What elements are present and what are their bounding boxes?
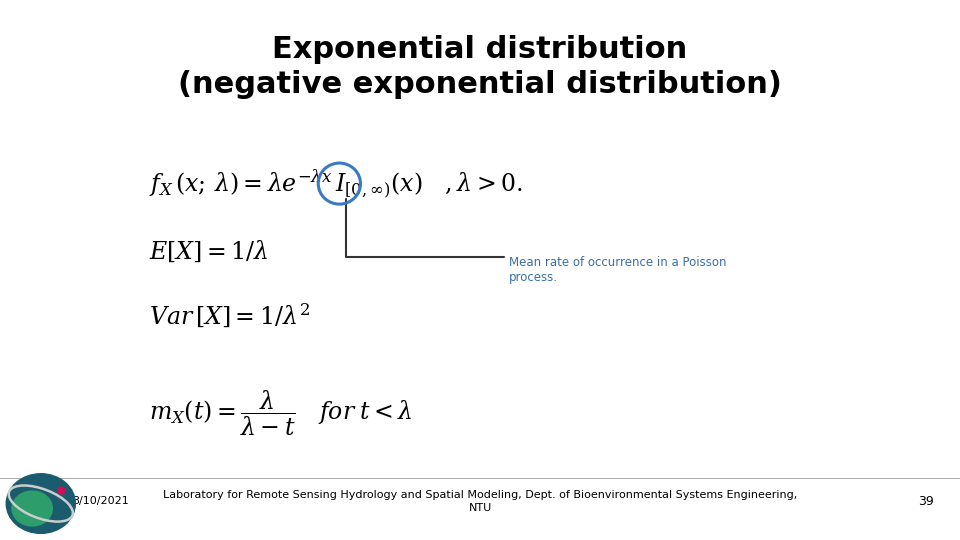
Text: $f_X\,(x;\,\lambda) = \lambda e^{-\lambda x}\,I_{[0,\infty)}(x)\quad,\lambda>0.$: $f_X\,(x;\,\lambda) = \lambda e^{-\lambd… xyxy=(149,167,523,200)
Circle shape xyxy=(6,474,75,534)
Text: 3/10/2021: 3/10/2021 xyxy=(72,496,130,506)
Circle shape xyxy=(12,491,52,526)
Text: Mean rate of occurrence in a Poisson
process.: Mean rate of occurrence in a Poisson pro… xyxy=(509,256,727,285)
Text: $E[X] = 1/\lambda$: $E[X] = 1/\lambda$ xyxy=(149,239,268,264)
Text: Laboratory for Remote Sensing Hydrology and Spatial Modeling, Dept. of Bioenviro: Laboratory for Remote Sensing Hydrology … xyxy=(163,490,797,512)
Text: $m_X(t) = \dfrac{\lambda}{\lambda - t}\quad \mathit{for}\; t < \lambda$: $m_X(t) = \dfrac{\lambda}{\lambda - t}\q… xyxy=(149,388,413,438)
Text: 39: 39 xyxy=(919,495,934,508)
Text: Exponential distribution
(negative exponential distribution): Exponential distribution (negative expon… xyxy=(178,35,782,99)
Text: $Var\,[X] = 1/\lambda^2$: $Var\,[X] = 1/\lambda^2$ xyxy=(149,302,310,330)
